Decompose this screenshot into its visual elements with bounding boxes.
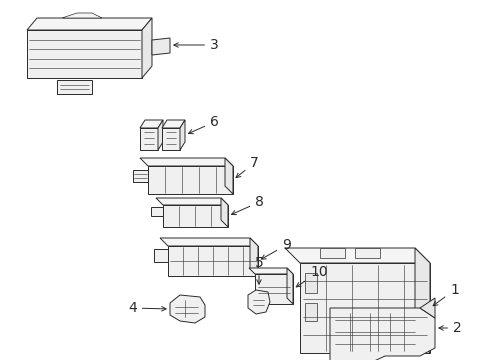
Bar	[354, 248, 379, 258]
Polygon shape	[248, 268, 292, 274]
Polygon shape	[140, 128, 158, 150]
Polygon shape	[286, 268, 292, 304]
Bar	[57, 80, 92, 94]
Polygon shape	[162, 120, 184, 128]
Polygon shape	[154, 249, 168, 262]
Text: 3: 3	[174, 38, 218, 52]
Bar	[305, 273, 316, 293]
Text: 9: 9	[261, 238, 290, 259]
Text: 4: 4	[128, 301, 166, 315]
Polygon shape	[140, 120, 163, 128]
Bar	[319, 248, 345, 258]
Polygon shape	[27, 30, 142, 78]
Text: 7: 7	[236, 156, 258, 177]
Polygon shape	[414, 248, 429, 353]
Text: 8: 8	[231, 195, 264, 215]
Polygon shape	[221, 198, 227, 227]
Polygon shape	[180, 120, 184, 150]
Polygon shape	[62, 13, 102, 18]
Polygon shape	[162, 128, 180, 150]
Bar	[305, 303, 316, 321]
Polygon shape	[133, 170, 148, 182]
Polygon shape	[170, 295, 204, 323]
Polygon shape	[168, 246, 258, 276]
Polygon shape	[142, 18, 152, 78]
Text: 5: 5	[254, 256, 263, 284]
Polygon shape	[158, 120, 163, 150]
Polygon shape	[163, 205, 227, 227]
Text: 1: 1	[432, 283, 458, 306]
Polygon shape	[152, 38, 170, 55]
Polygon shape	[285, 248, 429, 263]
Polygon shape	[249, 238, 258, 276]
Polygon shape	[140, 158, 232, 166]
Polygon shape	[329, 308, 434, 360]
Text: 2: 2	[438, 321, 461, 335]
Polygon shape	[254, 274, 292, 304]
Polygon shape	[160, 238, 258, 246]
Polygon shape	[151, 207, 163, 216]
Polygon shape	[224, 158, 232, 194]
Polygon shape	[27, 18, 152, 30]
Polygon shape	[299, 263, 429, 353]
Polygon shape	[148, 166, 232, 194]
Polygon shape	[419, 298, 434, 318]
Polygon shape	[247, 290, 269, 314]
Text: 6: 6	[188, 115, 219, 134]
Text: 10: 10	[296, 265, 327, 287]
Polygon shape	[156, 198, 227, 205]
